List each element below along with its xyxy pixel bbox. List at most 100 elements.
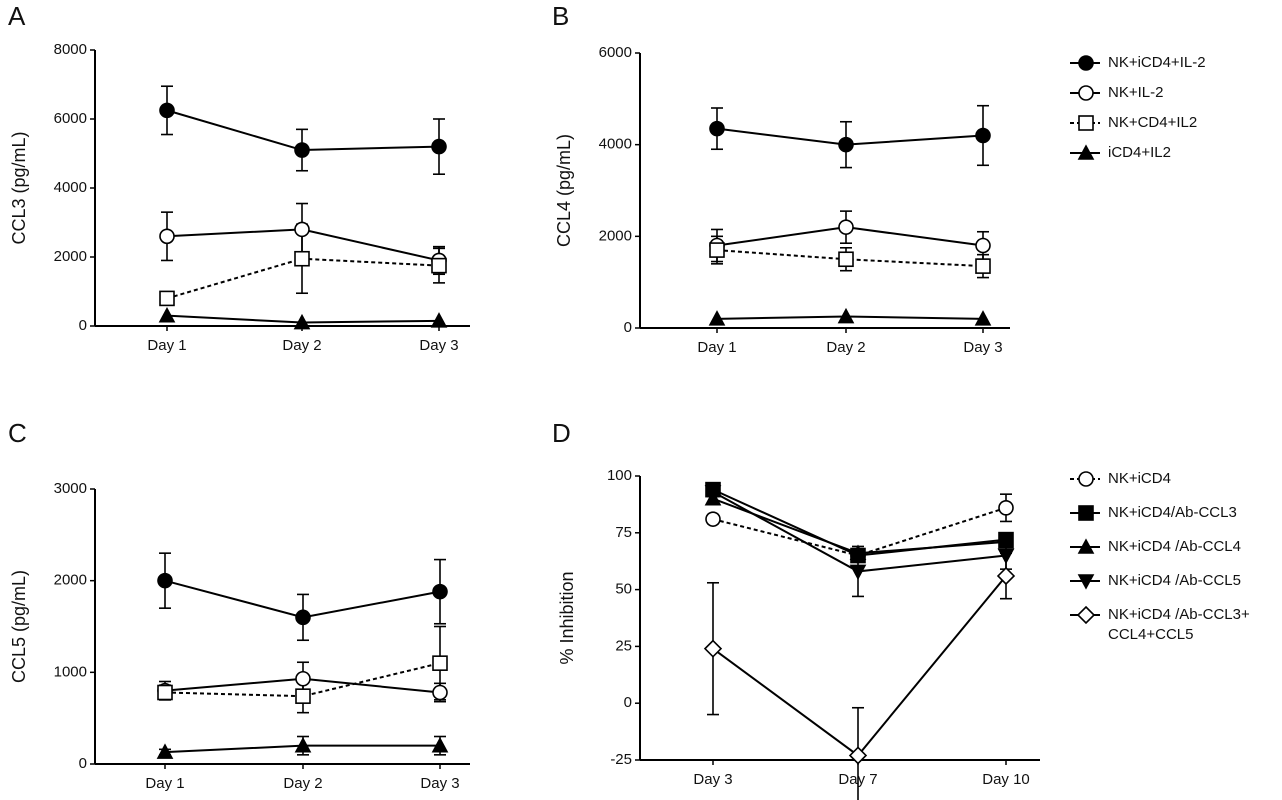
marker bbox=[295, 609, 311, 626]
y-tick-label: 2000 bbox=[54, 572, 87, 589]
marker bbox=[848, 746, 868, 765]
marker bbox=[1078, 505, 1094, 521]
y-tick-label: 50 bbox=[615, 581, 632, 598]
x-tick-label: Day 1 bbox=[145, 775, 184, 792]
x-tick-label: Day 3 bbox=[419, 337, 458, 354]
y-tick-label: 6000 bbox=[599, 44, 632, 61]
series-line bbox=[712, 575, 1007, 757]
marker bbox=[975, 237, 991, 254]
marker bbox=[998, 500, 1014, 516]
marker bbox=[432, 684, 448, 701]
marker bbox=[705, 511, 721, 527]
x-tick-label: Day 10 bbox=[982, 771, 1030, 788]
x-tick-label: Day 3 bbox=[963, 339, 1002, 356]
legend-label: NK+IL-2 bbox=[1108, 84, 1163, 101]
marker bbox=[159, 102, 175, 119]
marker bbox=[1076, 605, 1096, 625]
marker bbox=[709, 242, 725, 258]
y-tick-label: 0 bbox=[79, 317, 87, 334]
marker bbox=[996, 566, 1016, 586]
marker bbox=[997, 548, 1015, 565]
y-axis-label: % Inhibition bbox=[557, 571, 577, 664]
y-axis-label: CCL3 (pg/mL) bbox=[9, 131, 29, 244]
x-tick-label: Day 1 bbox=[147, 337, 186, 354]
marker bbox=[838, 136, 854, 153]
y-tick-label: 2000 bbox=[54, 248, 87, 265]
marker bbox=[1078, 115, 1094, 131]
marker bbox=[1078, 55, 1094, 71]
marker bbox=[294, 250, 310, 267]
y-tick-label: 2000 bbox=[599, 227, 632, 244]
marker bbox=[975, 127, 991, 144]
marker bbox=[430, 312, 448, 328]
y-tick-label: 100 bbox=[607, 467, 632, 484]
marker bbox=[704, 485, 722, 501]
marker bbox=[431, 138, 447, 155]
marker bbox=[293, 313, 311, 330]
marker bbox=[709, 120, 725, 137]
legend-label: NK+iCD4/Ab-CCL3 bbox=[1108, 504, 1237, 521]
marker bbox=[159, 228, 175, 245]
y-tick-label: 1000 bbox=[54, 663, 87, 680]
marker bbox=[431, 257, 447, 274]
marker bbox=[294, 142, 310, 158]
y-axis-label: CCL4 (pg/mL) bbox=[554, 134, 574, 247]
y-tick-label: 4000 bbox=[599, 136, 632, 153]
marker bbox=[703, 639, 723, 658]
marker bbox=[432, 583, 448, 600]
y-tick-label: -25 bbox=[610, 751, 632, 768]
y-tick-label: 0 bbox=[624, 694, 632, 711]
y-tick-label: 8000 bbox=[54, 41, 87, 58]
y-tick-label: 0 bbox=[624, 319, 632, 336]
panel-label: C bbox=[8, 418, 27, 448]
legend-label: iCD4+IL2 bbox=[1108, 144, 1171, 161]
marker bbox=[849, 564, 867, 581]
marker bbox=[974, 310, 992, 326]
legend-label: NK+iCD4 /Ab-CCL4 bbox=[1108, 538, 1241, 555]
marker bbox=[1077, 574, 1095, 590]
marker bbox=[1078, 85, 1094, 101]
marker bbox=[838, 251, 854, 268]
y-tick-label: 75 bbox=[615, 524, 632, 541]
y-axis-label: CCL5 (pg/mL) bbox=[9, 570, 29, 683]
legend-label: NK+iCD4 bbox=[1108, 470, 1171, 487]
marker bbox=[849, 544, 867, 561]
marker bbox=[157, 684, 173, 701]
marker bbox=[295, 670, 311, 687]
marker bbox=[1077, 144, 1095, 160]
x-tick-label: Day 3 bbox=[693, 771, 732, 788]
marker bbox=[294, 221, 310, 238]
series-line bbox=[712, 497, 1007, 555]
marker bbox=[975, 258, 991, 274]
marker bbox=[838, 219, 854, 235]
y-tick-label: 0 bbox=[79, 755, 87, 772]
marker bbox=[431, 736, 449, 753]
marker bbox=[1078, 471, 1094, 487]
series-line bbox=[164, 662, 441, 698]
marker bbox=[295, 688, 311, 704]
x-tick-label: Day 3 bbox=[420, 775, 459, 792]
marker bbox=[708, 310, 726, 326]
marker bbox=[158, 306, 176, 323]
panel-label: A bbox=[8, 1, 26, 31]
x-tick-label: Day 2 bbox=[826, 339, 865, 356]
marker bbox=[157, 572, 173, 589]
marker bbox=[837, 307, 855, 324]
marker bbox=[432, 655, 448, 671]
y-tick-label: 25 bbox=[615, 637, 632, 654]
panel-label: B bbox=[552, 1, 569, 31]
marker bbox=[156, 743, 174, 759]
x-tick-label: Day 2 bbox=[282, 337, 321, 354]
marker bbox=[997, 533, 1015, 549]
y-tick-label: 4000 bbox=[54, 179, 87, 196]
legend-label: NK+iCD4+IL-2 bbox=[1108, 54, 1206, 71]
marker bbox=[294, 736, 312, 753]
y-tick-label: 6000 bbox=[54, 110, 87, 127]
x-tick-label: Day 2 bbox=[283, 775, 322, 792]
legend-label: NK+iCD4 /Ab-CCL3+ CCL4+CCL5 bbox=[1108, 606, 1250, 643]
legend-label: NK+CD4+IL2 bbox=[1108, 114, 1197, 131]
panel-label: D bbox=[552, 418, 571, 448]
y-tick-label: 3000 bbox=[54, 480, 87, 497]
x-tick-label: Day 1 bbox=[697, 339, 736, 356]
